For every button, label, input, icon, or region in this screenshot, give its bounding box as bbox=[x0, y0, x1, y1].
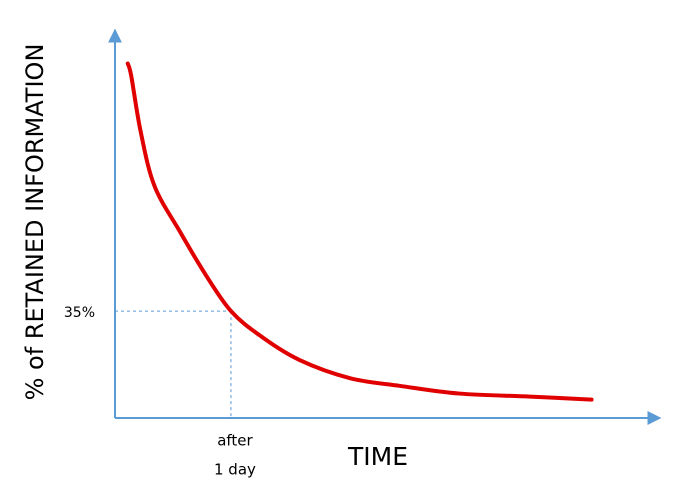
x-axis-label: TIME bbox=[347, 442, 408, 471]
x-marker-label: after bbox=[217, 432, 253, 450]
curve bbox=[125, 61, 594, 402]
y-marker-label: 35% bbox=[64, 305, 95, 321]
y-axis-label: % of RETAINED INFORMATION bbox=[21, 44, 49, 401]
x-marker-label: 1 day bbox=[214, 461, 256, 479]
